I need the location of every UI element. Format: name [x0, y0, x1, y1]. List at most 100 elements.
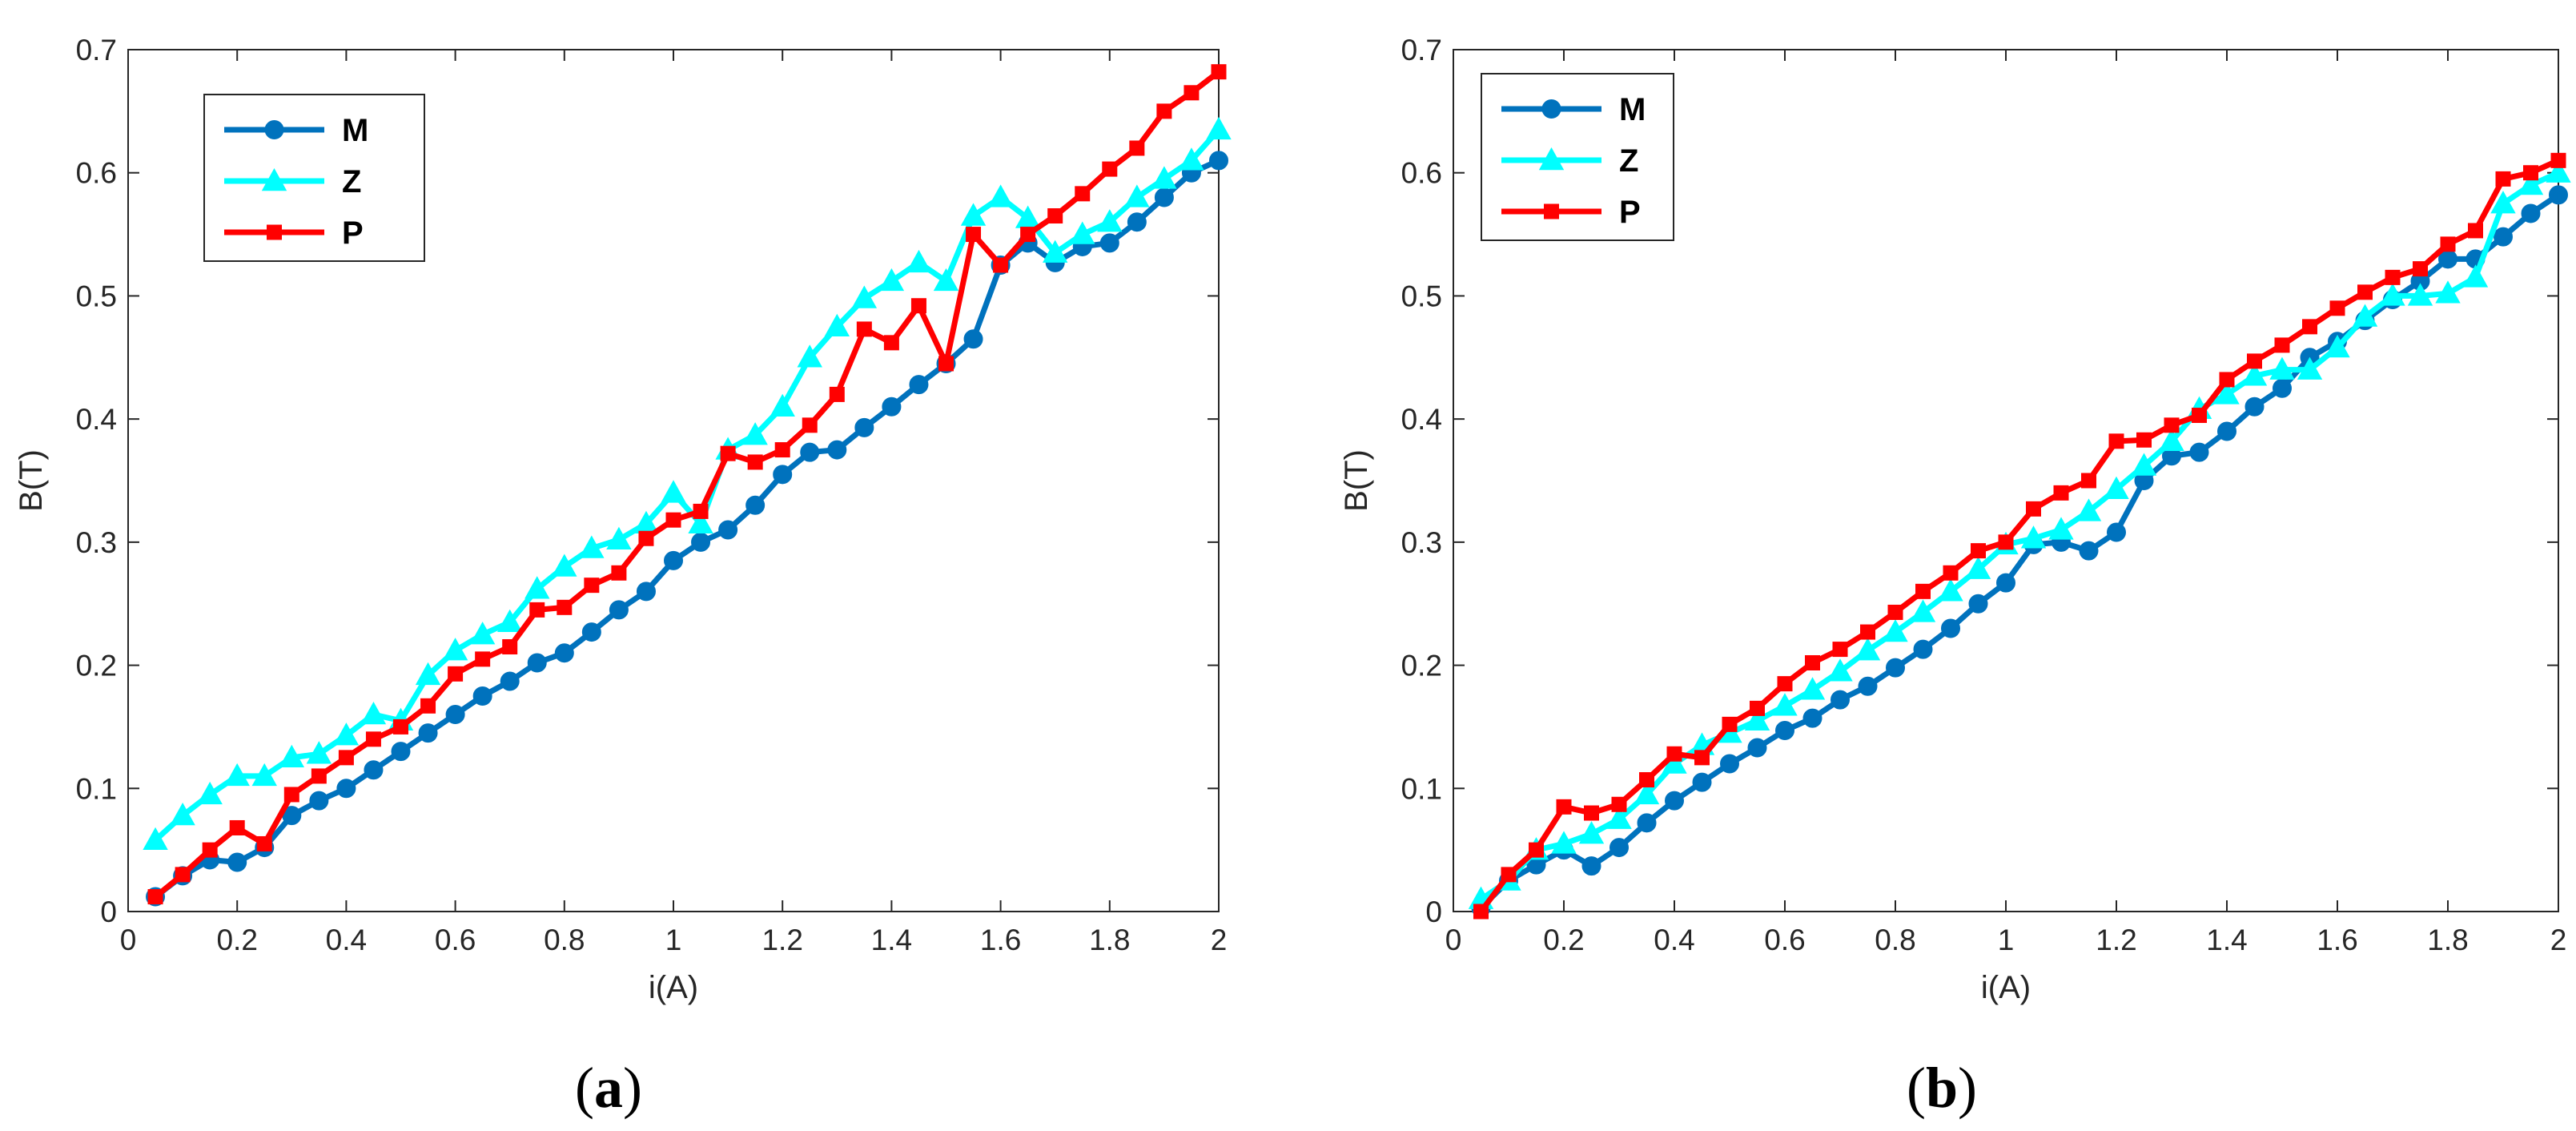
data-point-M: [882, 396, 902, 417]
data-point-P: [2108, 433, 2124, 449]
data-point-M: [2494, 227, 2513, 247]
data-point-M: [1665, 791, 1684, 811]
x-tick-label: 0.6: [435, 924, 476, 956]
data-point-M: [1609, 838, 1629, 858]
data-point-Z: [197, 781, 223, 805]
legend-marker-P: [1544, 203, 1559, 219]
data-point-P: [229, 819, 245, 835]
data-point-M: [1831, 690, 1850, 710]
data-point-P: [774, 442, 790, 458]
data-point-M: [636, 582, 656, 602]
data-point-P: [1184, 85, 1200, 101]
data-point-Z: [2214, 381, 2240, 405]
data-point-Z: [306, 741, 332, 764]
y-tick-label: 0.1: [76, 772, 117, 805]
data-point-P: [1971, 543, 1986, 559]
series-line-P: [153, 69, 1221, 900]
data-point-M: [1886, 658, 1905, 678]
data-point-Z: [824, 313, 850, 337]
data-point-P: [1805, 654, 1820, 670]
data-point-P: [2357, 284, 2373, 300]
legend-marker-Z: [261, 167, 287, 191]
y-tick-label: 0.3: [76, 526, 117, 559]
data-point-P: [638, 530, 654, 546]
data-point-P: [1887, 604, 1903, 620]
data-point-Z: [1965, 556, 1991, 579]
data-point-Z: [497, 609, 523, 632]
data-point-Z: [2352, 304, 2378, 327]
data-point-P: [883, 335, 899, 351]
data-point-Z: [333, 722, 360, 746]
caption-a-open: (: [575, 1056, 594, 1120]
data-point-Z: [1151, 166, 1177, 189]
data-point-Z: [2518, 172, 2544, 195]
data-point-M: [2244, 396, 2265, 417]
series-line-Z: [153, 127, 1221, 843]
data-point-M: [800, 442, 820, 462]
data-point-Z: [2241, 363, 2268, 386]
data-point-P: [1943, 565, 1959, 581]
data-point-P: [1556, 799, 1572, 815]
data-point-M: [1581, 856, 1601, 876]
data-point-Z: [770, 393, 795, 417]
data-point-M: [2273, 378, 2292, 398]
series-Z: [1468, 159, 2571, 909]
caption-b: (b): [1907, 1056, 1977, 1120]
data-point-M: [718, 520, 738, 540]
series-line-Z: [1479, 170, 2560, 902]
data-point-P: [175, 867, 191, 883]
data-point-P: [2053, 485, 2069, 501]
data-point-Z: [1799, 677, 1826, 700]
data-point-P: [311, 768, 327, 784]
data-point-P: [1020, 227, 1036, 243]
x-tick-label: 1: [1998, 924, 2015, 956]
legend-box: [203, 94, 425, 262]
data-point-M: [1941, 618, 1960, 638]
y-tick-label: 0: [100, 896, 117, 928]
data-point-P: [1915, 583, 1931, 599]
data-point-Z: [933, 268, 959, 292]
data-point-Z: [2435, 280, 2461, 304]
data-point-Z: [1634, 781, 1660, 805]
series-line-P: [1478, 158, 2560, 914]
data-point-M: [445, 705, 465, 725]
data-point-Z: [1744, 707, 1770, 731]
x-tick-label: 2: [2550, 924, 2567, 956]
x-tick-label: 0.2: [216, 924, 257, 956]
data-point-Z: [524, 576, 550, 599]
data-point-P: [2219, 372, 2235, 388]
y-tick-label: 0.4: [76, 403, 117, 436]
data-point-Z: [1938, 578, 1963, 602]
data-point-P: [910, 298, 926, 314]
y-tick-label: 0.7: [76, 34, 117, 66]
y-tick-label: 0.1: [1401, 772, 1442, 805]
data-point-P: [2136, 432, 2152, 448]
data-point-P: [1102, 161, 1118, 177]
data-point-Z: [2380, 283, 2405, 306]
x-tick-label: 0: [1445, 924, 1462, 956]
y-tick-label: 0: [1425, 896, 1442, 928]
data-point-Z: [851, 285, 878, 308]
data-point-Z: [1910, 599, 1936, 622]
data-point-P: [1047, 208, 1063, 224]
data-point-P: [1529, 842, 1544, 858]
data-point-P: [2329, 300, 2345, 316]
chart-panel-a: 0 0.2 0.4 0.6 0.8 1 1.2 1.4 1.6 1.8 2 0 0.1 0.2 0.3 0.4…: [14, 34, 1232, 1005]
data-point-Z: [960, 203, 987, 226]
data-point-P: [2026, 501, 2041, 517]
data-point-P: [1473, 904, 1489, 920]
data-point-Z: [1043, 239, 1068, 263]
data-point-M: [336, 779, 356, 799]
data-point-Z: [2325, 334, 2350, 358]
data-point-P: [1860, 624, 1875, 640]
data-point-P: [2274, 337, 2290, 353]
data-point-P: [502, 639, 518, 655]
data-point-P: [529, 602, 545, 618]
data-point-Z: [143, 827, 168, 851]
data-point-Z: [2159, 428, 2184, 452]
data-point-M: [364, 760, 384, 780]
data-point-Z: [688, 510, 713, 533]
data-point-Z: [1772, 693, 1798, 716]
data-point-Z: [2048, 517, 2074, 540]
y-tick-label: 0.3: [1401, 526, 1442, 559]
